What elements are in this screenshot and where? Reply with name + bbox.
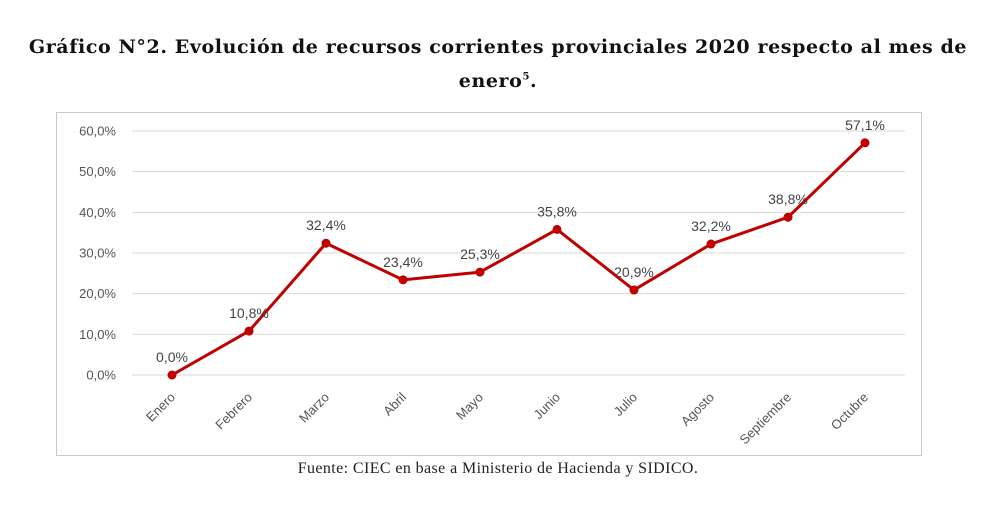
y-tick-label-2: 20,0%	[79, 286, 116, 301]
data-label-1: 10,8%	[229, 305, 269, 321]
x-tick-label-4: Mayo	[453, 390, 486, 423]
x-tick-label-7: Agosto	[678, 390, 717, 429]
x-tick-label-0: Enero	[143, 390, 178, 425]
data-point-4	[475, 267, 485, 277]
data-point-6	[629, 285, 639, 295]
data-point-3	[398, 275, 408, 285]
y-tick-label-3: 30,0%	[79, 246, 116, 261]
chart-title-line2-text: enero	[458, 70, 523, 92]
data-points	[167, 138, 870, 380]
chart-title-line2: enero5.	[0, 64, 996, 98]
chart-frame	[56, 112, 922, 456]
y-tick-label-6: 60,0%	[79, 124, 116, 139]
title-footnote-marker: 5	[522, 71, 531, 83]
data-point-0	[167, 370, 177, 380]
gridlines	[132, 130, 905, 376]
y-tick-label-1: 10,0%	[79, 327, 116, 342]
data-point-8	[783, 212, 793, 222]
x-tick-label-1: Febrero	[212, 390, 255, 433]
x-tick-label-8: Septiembre	[737, 390, 795, 448]
x-tick-label-6: Julio	[611, 390, 641, 420]
chart-title: Gráfico N°2. Evolución de recursos corri…	[0, 30, 996, 98]
data-label-0: 0,0%	[156, 349, 188, 365]
series-line	[171, 141, 867, 377]
data-point-5	[552, 224, 562, 234]
x-tick-label-9: Octubre	[828, 390, 871, 433]
series-line-group	[171, 141, 867, 377]
x-tick-label-3: Abril	[380, 389, 409, 418]
data-labels: 0,0% 10,8% 32,4% 23,4% 25,3% 35,8% 20,9% 32,2% 3…	[156, 117, 885, 365]
data-label-5: 35,8%	[537, 203, 577, 219]
data-label-4: 25,3%	[460, 246, 500, 262]
data-label-9: 57,1%	[845, 117, 885, 133]
chart-title-end: .	[530, 70, 538, 92]
data-label-7: 32,2%	[691, 218, 731, 234]
y-tick-label-5: 50,0%	[79, 164, 116, 179]
data-label-3: 23,4%	[383, 254, 423, 270]
data-point-2	[321, 238, 331, 248]
x-axis-tick-labels: Enero Febrero Marzo Abril Mayo Junio Julio Agos…	[143, 389, 871, 447]
y-tick-label-0: 0,0%	[86, 368, 116, 383]
data-point-9	[860, 138, 870, 148]
data-label-6: 20,9%	[614, 264, 654, 280]
data-label-2: 32,4%	[306, 217, 346, 233]
data-point-1	[244, 326, 254, 336]
data-label-8: 38,8%	[768, 191, 808, 207]
x-tick-label-2: Marzo	[296, 390, 332, 426]
data-point-7	[706, 239, 716, 249]
y-axis-tick-labels: 0,0% 10,0% 20,0% 30,0% 40,0% 50,0% 60,0%	[79, 124, 116, 383]
y-tick-label-4: 40,0%	[79, 205, 116, 220]
chart-title-line1: Gráfico N°2. Evolución de recursos corri…	[28, 36, 968, 58]
source-note: Fuente: CIEC en base a Ministerio de Hac…	[297, 460, 699, 477]
x-tick-label-5: Junio	[531, 390, 564, 423]
